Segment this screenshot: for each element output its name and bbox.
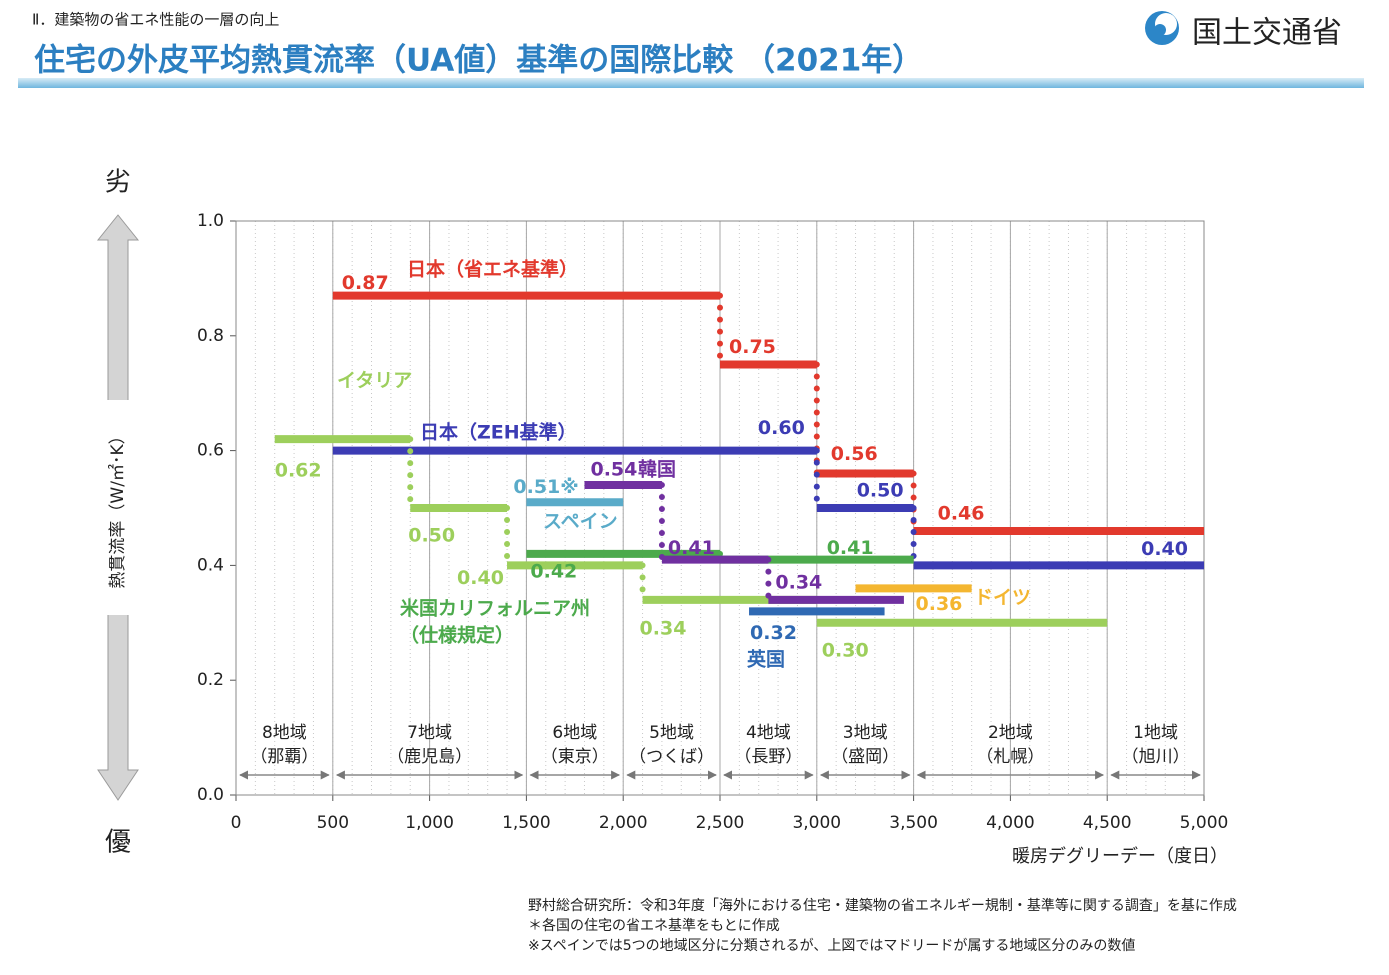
value-label: 0.46 [938, 502, 985, 524]
series-name: 英国 [747, 648, 785, 671]
value-label: 0.41 [827, 537, 874, 559]
region-name: 3地域 [843, 723, 888, 743]
value-label: 0.30 [822, 639, 869, 661]
y-tick-label: 0.4 [197, 555, 224, 575]
value-label: 0.51※ [513, 476, 578, 498]
x-axis-label: 暖房デグリーデー（度日） [1012, 846, 1228, 867]
x-tick-label: 1,500 [502, 813, 551, 833]
value-label: 0.40 [457, 567, 504, 589]
region-city: （旭川） [1122, 747, 1190, 767]
x-tick-label: 4,000 [986, 813, 1035, 833]
x-tick-label: 4,500 [1083, 813, 1132, 833]
series-name: イタリア [337, 370, 412, 392]
series-name: 米国カリフォルニア州 [400, 597, 590, 620]
value-label: 0.34 [640, 617, 687, 639]
note: 野村総合研究所：令和3年度「海外における住宅・建築物の省エネルギー規制・基準等に… [528, 897, 1237, 914]
region-name: 5地域 [649, 723, 694, 743]
logo-text: 国土交通省 [1192, 16, 1342, 51]
region-city: （札幌） [976, 747, 1044, 767]
x-tick-label: 3,000 [792, 813, 841, 833]
x-tick-label: 1,000 [405, 813, 454, 833]
x-tick-label: 2,500 [696, 813, 745, 833]
value-label: 0.42 [530, 560, 577, 582]
series-name: 韓国 [638, 458, 676, 481]
region-name: 2地域 [988, 723, 1033, 743]
value-label: 0.75 [729, 336, 776, 358]
value-label: 0.62 [275, 460, 322, 482]
y-top-label: 劣 [105, 168, 131, 198]
y-arrow [96, 214, 140, 801]
value-label: 0.34 [775, 571, 822, 593]
region-name: 6地域 [552, 723, 597, 743]
series-name: （仕様規定） [400, 624, 514, 647]
note: ＊各国の住宅の省エネ基準をもとに作成 [528, 917, 780, 934]
value-label: 0.56 [831, 443, 878, 465]
x-tick-label: 0 [231, 813, 242, 833]
plot-frame [235, 220, 1205, 796]
value-label: 0.60 [758, 417, 805, 439]
region-name: 4地域 [746, 723, 791, 743]
region-city: （鹿児島） [387, 747, 472, 767]
title-bar [18, 78, 1364, 88]
x-tick-label: 3,500 [889, 813, 938, 833]
region-name: 1地域 [1133, 723, 1178, 743]
section-title: Ⅱ．建築物の省エネ性能の一層の向上 [32, 11, 279, 29]
x-tick-label: 500 [317, 813, 349, 833]
series-name: 日本（省エネ基準） [407, 258, 578, 281]
note: ※スペインでは5つの地域区分に分類されるが、上図ではマドリードが属する地域区分の… [528, 938, 1135, 954]
y-tick-label: 0.6 [197, 441, 224, 461]
value-label: 0.50 [857, 480, 904, 502]
value-label: 0.40 [1141, 538, 1188, 560]
region-city: （長野） [734, 747, 802, 767]
y-tick-label: 0.2 [197, 670, 224, 690]
series-name: 日本（ZEH基準） [420, 421, 577, 444]
logo-mark [1145, 11, 1179, 45]
region-city: （東京） [541, 747, 609, 767]
y-axis-label: 熱貫流率（W/㎡･K） [108, 427, 128, 588]
y-bottom-label: 優 [105, 828, 131, 858]
value-label: 0.50 [408, 525, 455, 547]
x-tick-label: 2,000 [599, 813, 648, 833]
y-tick-label: 1.0 [197, 211, 224, 231]
value-label: 0.87 [342, 272, 389, 294]
y-tick-label: 0.8 [197, 326, 224, 346]
series-name: スペイン [543, 511, 618, 533]
value-label: 0.41 [668, 537, 715, 559]
region-name: 7地域 [407, 723, 452, 743]
region-city: （那覇） [250, 747, 318, 767]
region-name: 8地域 [262, 723, 307, 743]
series-name: ドイツ [974, 587, 1031, 609]
page-title: 住宅の外皮平均熱貫流率（UA値）基準の国際比較 （2021年） [34, 43, 923, 79]
x-tick-label: 5,000 [1180, 813, 1229, 833]
value-label: 0.32 [750, 622, 797, 644]
y-tick-label: 0.0 [197, 785, 224, 805]
value-label: 0.54 [590, 459, 637, 481]
value-label: 0.36 [916, 593, 963, 615]
region-city: （つくば） [629, 747, 714, 767]
region-city: （盛岡） [831, 747, 899, 767]
